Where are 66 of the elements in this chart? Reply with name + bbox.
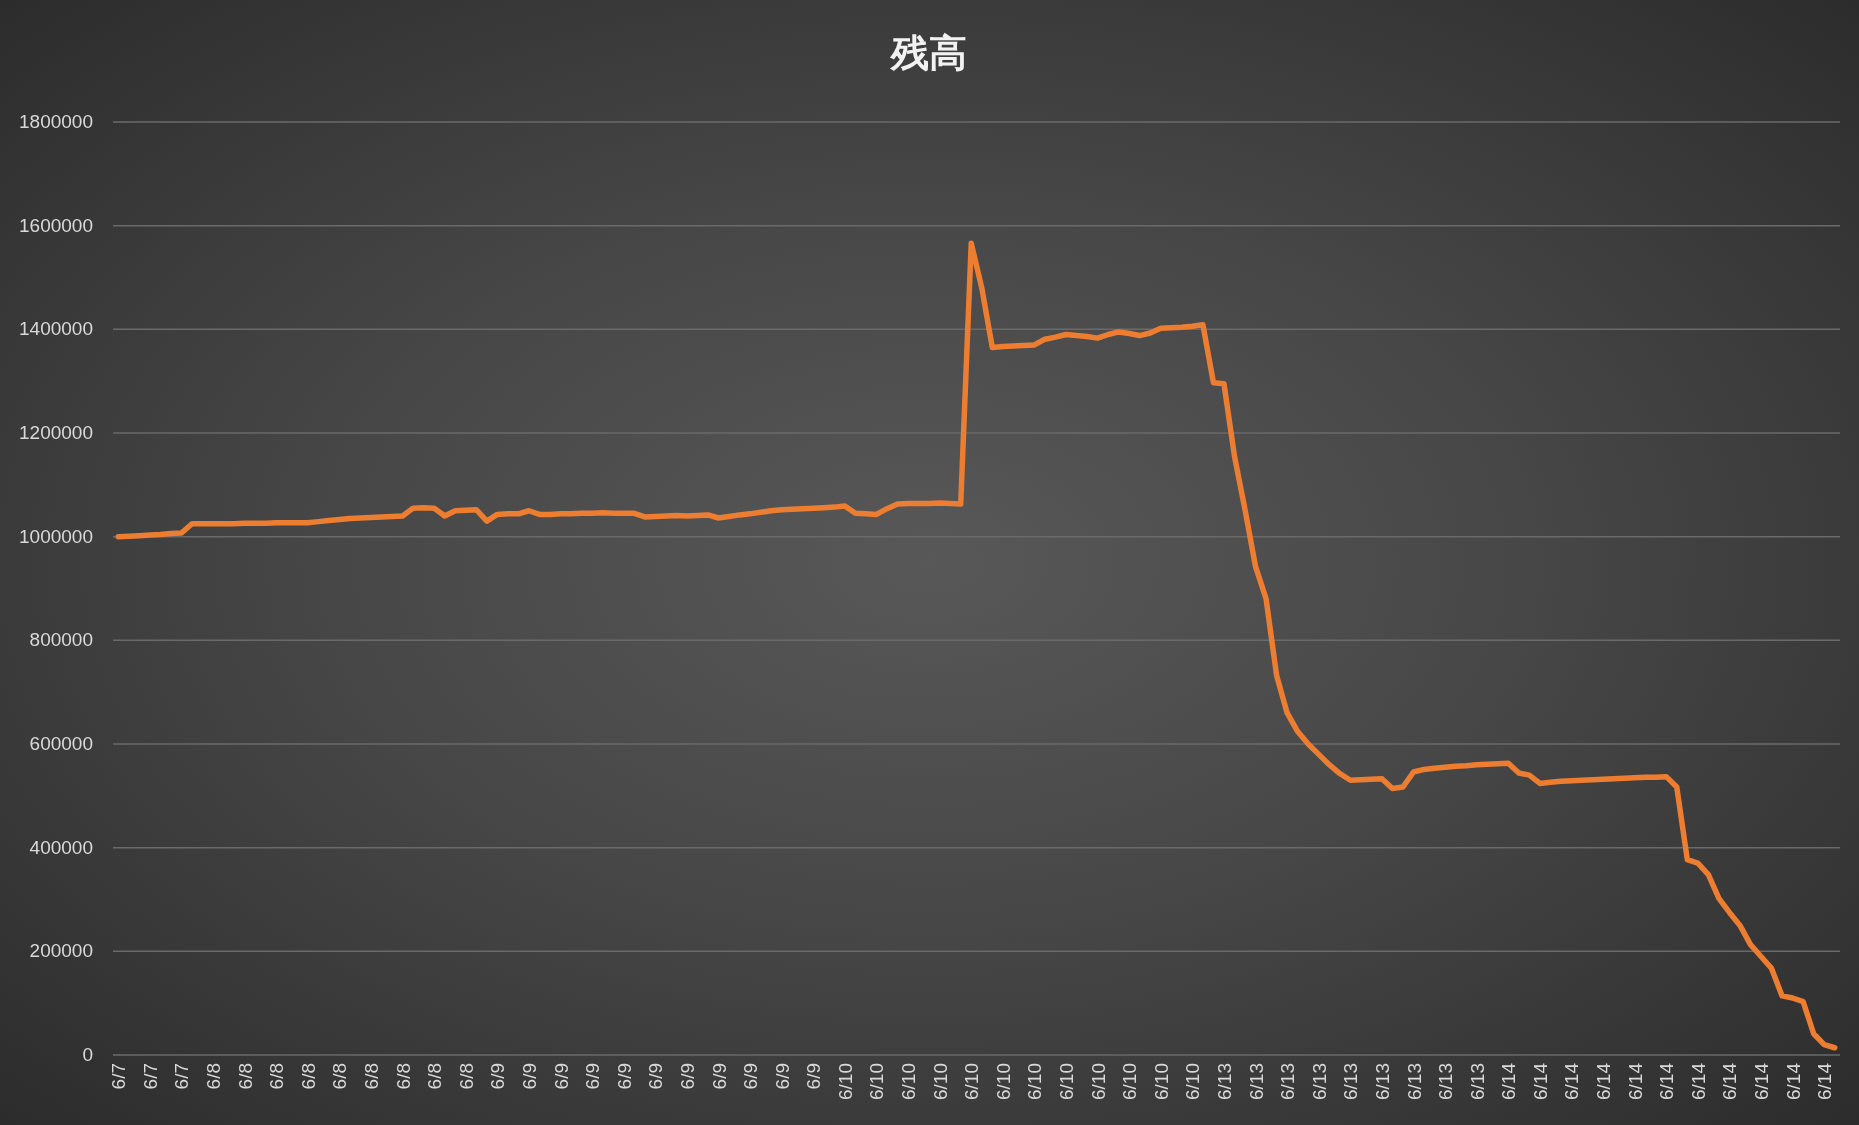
x-tick-label: 6/8: [424, 1063, 446, 1090]
y-tick-label: 800000: [29, 629, 93, 651]
x-tick-label: 6/9: [740, 1063, 762, 1090]
x-tick-label: 6/8: [329, 1063, 351, 1090]
x-tick-label: 6/10: [1182, 1063, 1204, 1100]
x-tick-label: 6/10: [961, 1063, 983, 1100]
y-tick-label: 1600000: [19, 214, 93, 236]
x-tick-label: 6/14: [1814, 1062, 1836, 1100]
y-tick-label: 200000: [29, 940, 93, 962]
y-tick-label: 1800000: [19, 111, 93, 132]
x-tick-label: 6/13: [1277, 1063, 1299, 1100]
x-tick-label: 6/13: [1466, 1063, 1488, 1100]
x-tick-label: 6/10: [1119, 1063, 1141, 1100]
x-tick-label: 6/14: [1782, 1062, 1804, 1100]
x-tick-label: 6/9: [771, 1063, 793, 1090]
x-tick-label: 6/14: [1529, 1062, 1551, 1100]
y-tick-label: 1000000: [19, 525, 93, 547]
x-tick-label: 6/14: [1561, 1062, 1583, 1100]
y-tick-label: 0: [82, 1044, 93, 1065]
x-tick-label: 6/10: [898, 1063, 920, 1100]
y-tick-label: 1200000: [19, 422, 93, 443]
x-tick-label: 6/10: [834, 1063, 856, 1100]
x-tick-label: 6/8: [234, 1063, 256, 1090]
x-tick-label: 6/10: [992, 1063, 1014, 1100]
x-tick-label: 6/9: [582, 1063, 604, 1090]
x-tick-label: 6/10: [929, 1063, 951, 1100]
x-tick-label: 6/9: [676, 1063, 698, 1090]
x-tick-label: 6/8: [392, 1063, 414, 1090]
x-tick-label: 6/8: [203, 1063, 225, 1090]
x-tick-label: 6/14: [1687, 1062, 1709, 1100]
y-tick-label: 600000: [29, 733, 93, 754]
x-tick-label: 6/13: [1308, 1063, 1330, 1100]
x-tick-label: 6/7: [108, 1063, 130, 1090]
x-tick-label: 6/14: [1498, 1062, 1520, 1100]
x-tick-label: 6/10: [1150, 1063, 1172, 1100]
chart-title: 残高: [889, 32, 967, 74]
x-tick-label: 6/13: [1403, 1063, 1425, 1100]
x-tick-label: 6/8: [361, 1063, 382, 1090]
x-tick-label: 6/14: [1751, 1062, 1773, 1100]
x-tick-label: 6/14: [1719, 1062, 1741, 1100]
x-tick-label: 6/13: [1213, 1063, 1235, 1100]
x-tick-label: 6/9: [708, 1063, 730, 1090]
y-tick-label: 400000: [29, 836, 93, 858]
x-tick-label: 6/10: [1024, 1063, 1046, 1100]
x-tick-label: 6/7: [171, 1063, 193, 1090]
x-tick-label: 6/9: [550, 1063, 572, 1090]
x-tick-label: 6/13: [1245, 1063, 1267, 1100]
x-tick-label: 6/13: [1340, 1063, 1362, 1100]
x-tick-label: 6/8: [297, 1063, 319, 1090]
x-tick-label: 6/7: [139, 1063, 161, 1090]
y-tick-label: 1400000: [19, 318, 93, 340]
x-tick-label: 6/14: [1624, 1062, 1646, 1100]
x-tick-label: 6/10: [866, 1063, 888, 1100]
x-tick-label: 6/9: [518, 1063, 540, 1090]
x-tick-label: 6/14: [1656, 1062, 1678, 1100]
x-tick-label: 6/8: [266, 1063, 288, 1090]
x-tick-label: 6/9: [803, 1063, 825, 1090]
x-tick-label: 6/10: [1087, 1063, 1109, 1100]
x-tick-label: 6/9: [487, 1063, 509, 1090]
x-tick-label: 6/14: [1593, 1062, 1615, 1100]
x-tick-label: 6/8: [455, 1063, 477, 1090]
x-tick-label: 6/9: [613, 1063, 635, 1090]
x-tick-label: 6/10: [1056, 1063, 1078, 1100]
x-tick-label: 6/13: [1371, 1063, 1393, 1100]
x-tick-label: 6/13: [1435, 1063, 1457, 1100]
x-tick-label: 6/9: [645, 1063, 667, 1090]
